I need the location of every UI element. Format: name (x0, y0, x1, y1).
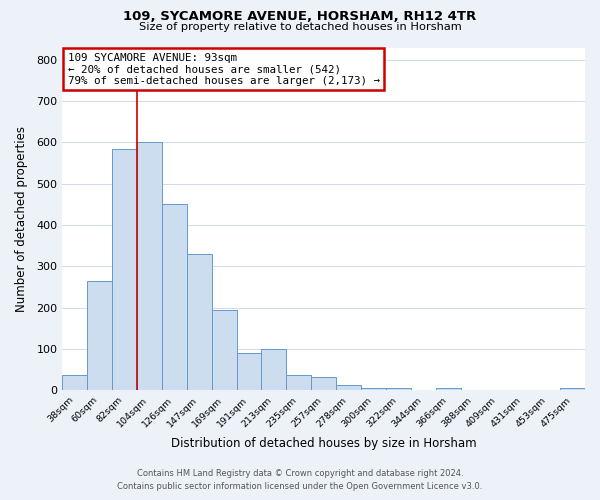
Bar (336, 386, 361, 390)
Bar (386, 388, 411, 390)
Bar (137, 142, 162, 390)
Bar (286, 374, 311, 390)
Bar (187, 254, 212, 390)
Bar (560, 388, 585, 390)
Text: 109, SYCAMORE AVENUE, HORSHAM, RH12 4TR: 109, SYCAMORE AVENUE, HORSHAM, RH12 4TR (124, 10, 476, 23)
Bar (262, 349, 286, 391)
Bar (361, 388, 386, 390)
Text: Contains HM Land Registry data © Crown copyright and database right 2024.
Contai: Contains HM Land Registry data © Crown c… (118, 470, 482, 491)
Text: Size of property relative to detached houses in Horsham: Size of property relative to detached ho… (139, 22, 461, 32)
Bar (87, 281, 112, 390)
Bar (436, 388, 461, 390)
Bar (311, 376, 336, 390)
Bar (62, 374, 87, 390)
Bar (112, 148, 137, 390)
Bar (212, 310, 236, 390)
Bar (236, 353, 262, 391)
Bar (162, 204, 187, 390)
Y-axis label: Number of detached properties: Number of detached properties (15, 126, 28, 312)
Text: 109 SYCAMORE AVENUE: 93sqm
← 20% of detached houses are smaller (542)
79% of sem: 109 SYCAMORE AVENUE: 93sqm ← 20% of deta… (68, 52, 380, 86)
X-axis label: Distribution of detached houses by size in Horsham: Distribution of detached houses by size … (171, 437, 476, 450)
